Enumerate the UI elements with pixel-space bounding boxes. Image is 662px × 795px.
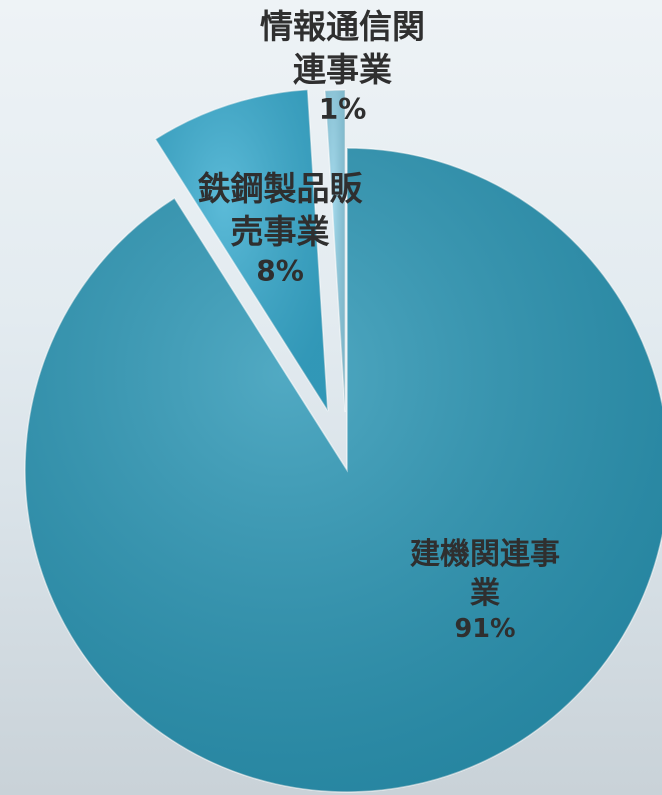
value-label: 91% [454,614,516,644]
value-label: 8% [256,254,304,288]
category-name: 情報通信関連事業 [260,7,425,89]
slice-label: 建機関連事業 91% [385,535,585,646]
category-name: 建機関連事業 [410,537,560,611]
slice-shade [155,89,328,412]
slice-label: 情報通信関連事業 1% [245,6,440,128]
slice-label: 鉄鋼製品販売事業 8% [180,168,380,290]
slice-shade [25,148,662,792]
value-label: 1% [318,92,367,126]
category-name: 鉄鋼製品販売事業 [197,169,363,251]
slice-shade [324,90,346,413]
